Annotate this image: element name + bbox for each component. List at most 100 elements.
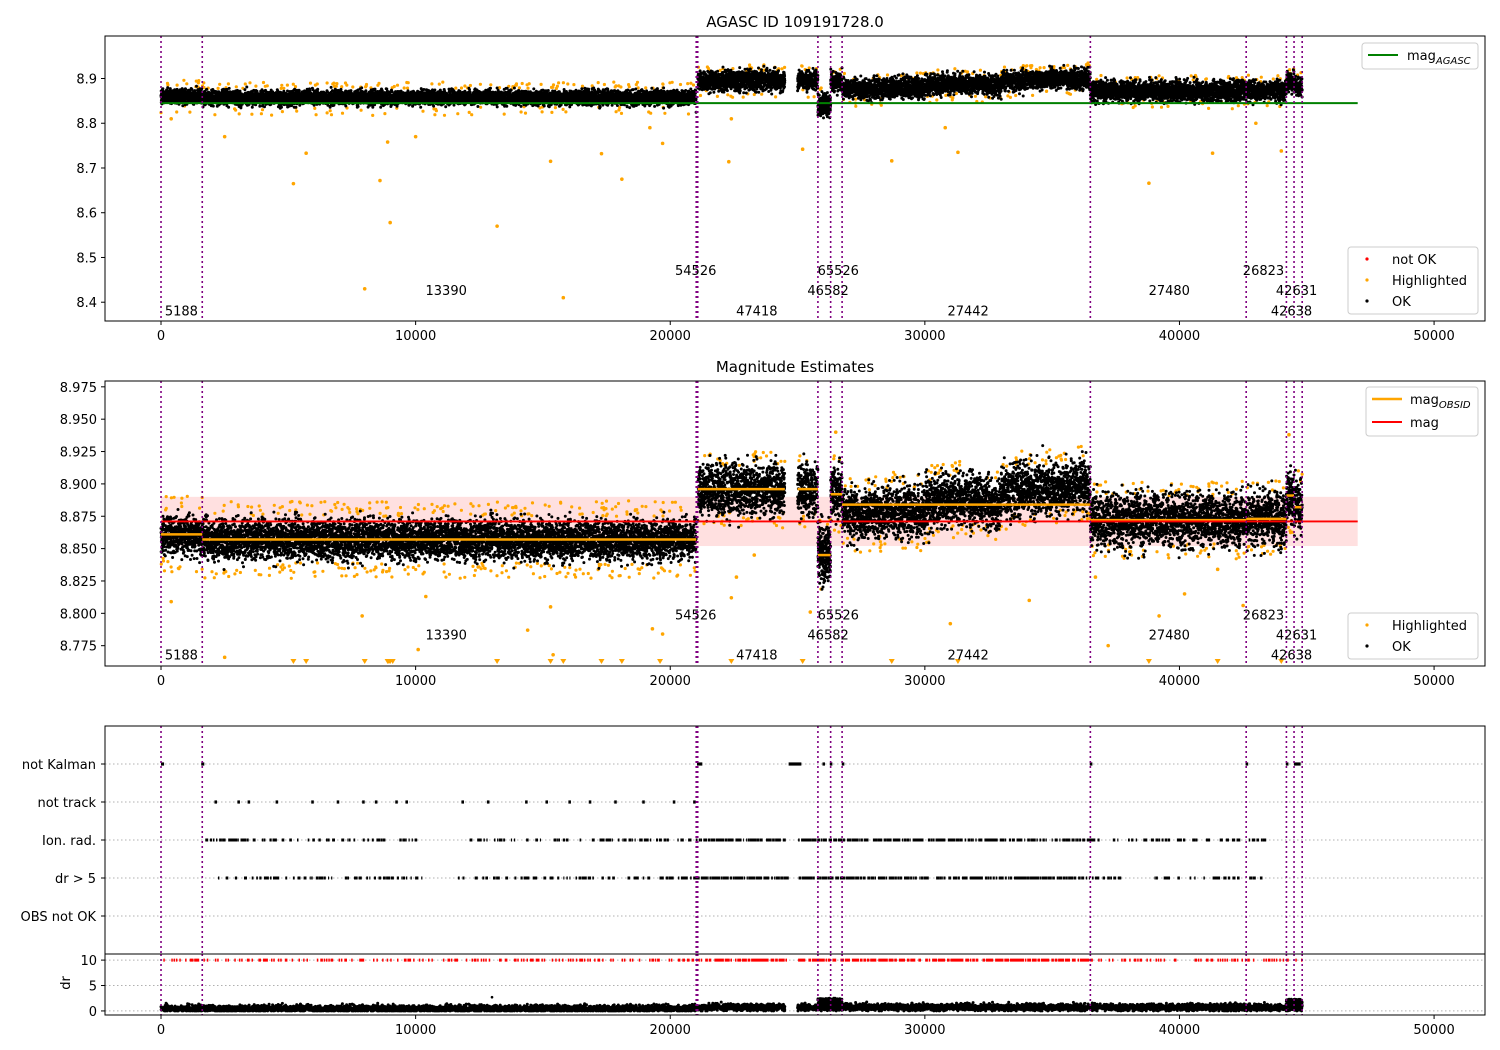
offscale-marker (618, 659, 625, 664)
offscale-marker (657, 659, 664, 664)
obsid-label: 65526 (818, 609, 859, 624)
flag-category-label: Ion. rad. (42, 834, 96, 849)
obsid-label: 27442 (947, 649, 988, 664)
panel4-axes: 0 10000 20000 30000 40000 50000 0 5 10 (80, 954, 1454, 1038)
highlighted-outlier-point (222, 655, 227, 660)
panel4-xtick-label: 20000 (650, 1023, 691, 1038)
flag-interval (525, 800, 528, 804)
highlighted-outlier-point (525, 628, 530, 632)
flag-category-label: not Kalman (22, 758, 96, 773)
flag-interval (161, 762, 165, 766)
highlighted-outlier-point (833, 430, 838, 434)
panel2-ytick-label: 8.775 (60, 640, 97, 655)
flag-category-label: not track (37, 796, 96, 811)
highlighted-outlier-point (1182, 592, 1187, 596)
panel1-overlay-layer: 5188 13390 54526 47418 46582 65526 27442 27480 2… (160, 36, 1358, 321)
ok-points (159, 63, 1304, 120)
flag-interval (568, 800, 571, 804)
legend-mag-agasc-label: magAGASC (1407, 49, 1471, 67)
obsid-label: 54526 (675, 264, 716, 279)
highlighted-outlier-point (561, 295, 566, 300)
legend2-highlighted-marker (1365, 623, 1369, 627)
agasc-magnitude-panel: AGASC ID 109191728.0 5188 13390 54526 47418… (76, 13, 1486, 344)
highlighted-outlier-point (362, 286, 367, 291)
highlighted-outlier-point (222, 134, 227, 139)
highlighted-outlier-point (360, 614, 364, 618)
legend-ok-marker (1365, 299, 1369, 303)
offscale-marker (954, 659, 961, 664)
flag-interval (362, 800, 365, 804)
isolated-dr-point (490, 995, 494, 999)
offscale-marker (1145, 659, 1152, 664)
highlighted-outlier-point (1215, 567, 1220, 572)
panel3-overlay-layer (160, 726, 1303, 954)
highlighted-outlier-point (1093, 575, 1098, 579)
highlighted-outlier-point (889, 159, 894, 163)
ok-dr-points (159, 996, 1304, 1013)
highlighted-outlier-point (1210, 151, 1215, 156)
flag-interval (693, 800, 696, 804)
obsid-label: 26823 (1243, 264, 1284, 279)
obsid-label: 27480 (1149, 284, 1190, 299)
panel2-xtick-label: 50000 (1413, 674, 1454, 689)
flag-category-label: OBS not OK (21, 910, 97, 925)
panel2-xtick-label: 30000 (904, 674, 945, 689)
highlighted-outlier-point (729, 595, 734, 600)
panel1-xtick-label: 20000 (650, 329, 691, 344)
obsid-label: 26823 (1243, 609, 1284, 624)
panel4-data-layer (105, 958, 1485, 1013)
flag-interval (311, 800, 314, 804)
legend-not-ok-label: not OK (1392, 253, 1437, 268)
panel1-legend-status: not OK Highlighted OK (1347, 246, 1479, 315)
flag-interval (405, 800, 408, 804)
panel2-frame (104, 380, 1486, 667)
obsid-label: 47418 (736, 649, 777, 664)
panel4-ytick-label: 0 (89, 1005, 97, 1020)
flags-panel: not Kalman not track Ion. rad. dr > 5 OBS no… (21, 725, 1486, 955)
highlighted-outlier-point (388, 220, 392, 225)
flag-interval (841, 762, 845, 766)
offscale-marker (799, 659, 806, 664)
panel4-xtick-label: 50000 (1413, 1023, 1454, 1038)
flag-interval (486, 800, 490, 804)
highlighted-outlier-point (1279, 149, 1284, 153)
highlighted-outlier-point (729, 116, 734, 121)
highlighted-outlier-point (956, 150, 960, 155)
flag-interval (275, 800, 279, 804)
panel1-legend-mag: magAGASC (1361, 42, 1479, 70)
obsid-label: 42638 (1271, 649, 1312, 664)
legend-highlighted-marker (1365, 278, 1369, 282)
panel4-xtick-label: 0 (157, 1023, 165, 1038)
panel1-xtick-label: 10000 (395, 329, 436, 344)
offscale-marker (389, 659, 396, 664)
highlighted-outlier-point (169, 116, 173, 121)
panel1-title: AGASC ID 109191728.0 (706, 13, 884, 31)
highlighted-outlier-point (660, 141, 665, 146)
panel4-ytick-label: 5 (89, 980, 97, 995)
panel4-xtick-label: 10000 (395, 1023, 436, 1038)
panel1-ytick-label: 8.4 (76, 296, 97, 311)
panel2-overlay-layer: 5188 13390 54526 47418 46582 65526 27442 27480 2… (160, 381, 1358, 666)
highlighted-outlier-point (304, 151, 308, 156)
highlighted-outlier-point (1027, 598, 1032, 603)
panel2-ytick-label: 8.975 (60, 381, 97, 396)
highlighted-outlier-point (291, 181, 296, 186)
flag-interval (237, 800, 240, 804)
magnitude-estimates-panel: Magnitude Estimates 5188 13390 54526 47418 4… (60, 358, 1486, 689)
obsid-label: 13390 (426, 284, 467, 299)
panel3-axes: not Kalman not track Ion. rad. dr > 5 OBS no… (21, 758, 105, 925)
panel1-legend-mag-box (1361, 42, 1479, 70)
highlighted-outlier-point (169, 599, 173, 604)
dr-panel: dr 0 10000 20000 30000 40000 50000 0 5 10 (59, 953, 1486, 1038)
highlighted-outlier-point (1241, 603, 1245, 608)
panel2-ytick-label: 8.925 (60, 446, 97, 461)
highlighted-outlier-point (650, 627, 655, 631)
flag-interval (247, 800, 251, 804)
panel2-ytick-label: 8.850 (60, 543, 97, 558)
flag-interval (201, 762, 205, 766)
obsid-label: 42638 (1271, 304, 1312, 319)
panel4-xtick-label: 30000 (904, 1023, 945, 1038)
offscale-marker (494, 659, 501, 664)
highlighted-outlier-point (752, 553, 757, 557)
obsid-label: 46582 (807, 284, 848, 299)
